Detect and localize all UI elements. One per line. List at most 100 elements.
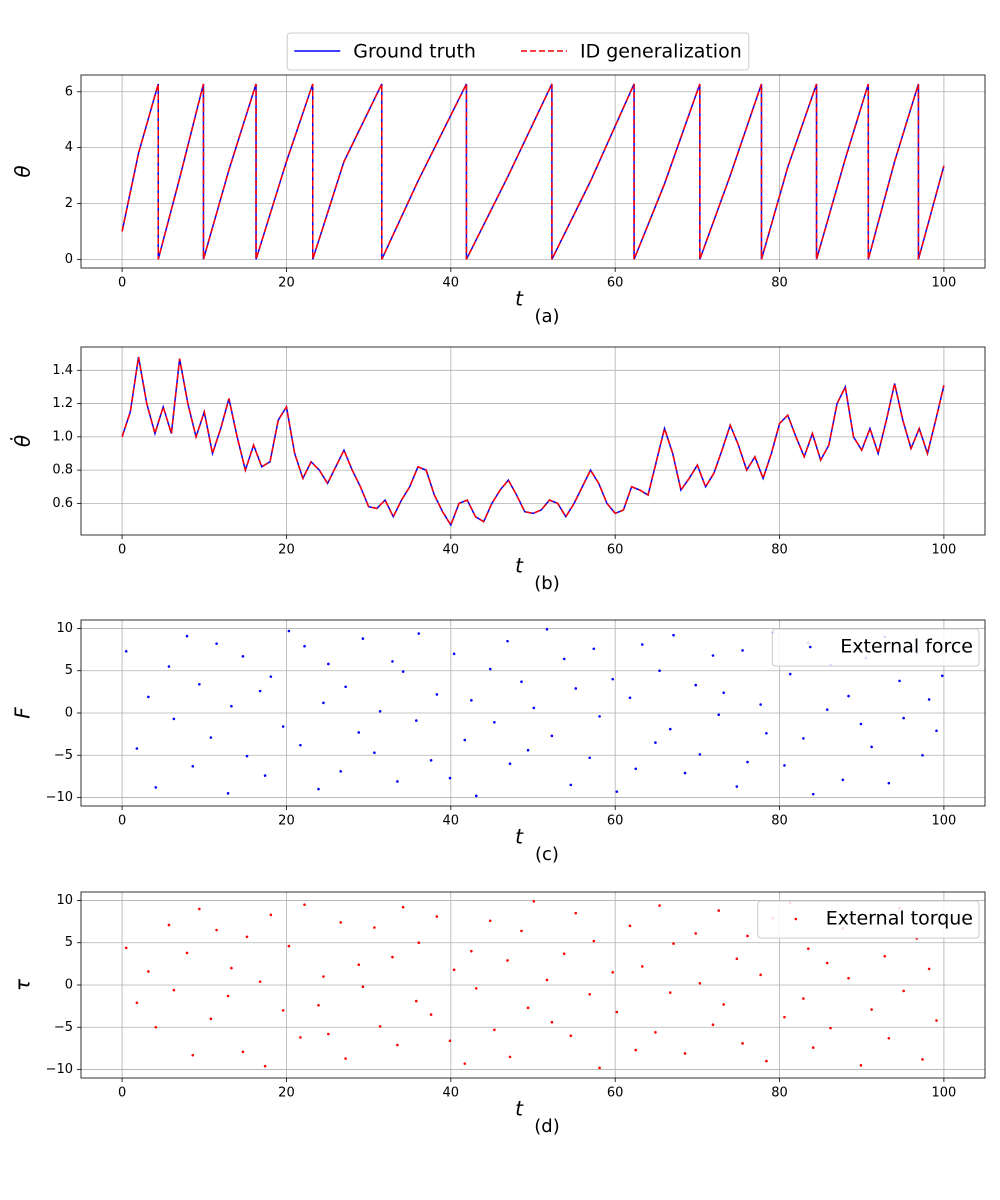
scatter-point bbox=[198, 682, 201, 686]
scatter-point bbox=[807, 947, 810, 950]
legend-label: ID generalization bbox=[580, 41, 742, 63]
y-axis-label: θ̇ bbox=[10, 435, 35, 447]
y-tick-label: −5 bbox=[54, 1020, 73, 1035]
scatter-point bbox=[245, 754, 249, 758]
scatter-point bbox=[506, 959, 509, 962]
scatter-point bbox=[452, 968, 456, 972]
scatter-point bbox=[361, 637, 365, 640]
scatter-point bbox=[759, 703, 762, 706]
scatter-point bbox=[902, 716, 905, 720]
x-tick-label: 40 bbox=[443, 1086, 460, 1101]
scatter-point bbox=[378, 1025, 382, 1028]
scatter-point bbox=[435, 693, 439, 696]
scatter-point bbox=[452, 652, 456, 656]
scatter-point bbox=[506, 639, 509, 643]
scatter-point bbox=[550, 734, 554, 738]
scatter-point bbox=[470, 699, 473, 702]
x-tick-label: 80 bbox=[771, 276, 788, 291]
y-tick-label: 5 bbox=[65, 935, 73, 950]
scatter-point bbox=[562, 952, 566, 956]
scatter-point bbox=[245, 935, 249, 939]
scatter-point bbox=[668, 991, 672, 994]
legend-box bbox=[757, 900, 980, 939]
scatter-point bbox=[921, 753, 924, 757]
scatter-point bbox=[391, 660, 394, 663]
scatter-point bbox=[147, 970, 150, 973]
x-tick-label: 80 bbox=[771, 814, 788, 829]
scatter-point bbox=[429, 759, 433, 762]
scatter-point bbox=[448, 776, 452, 780]
x-tick-label: 60 bbox=[607, 276, 624, 291]
scatter-point bbox=[488, 919, 492, 923]
scatter-point bbox=[847, 976, 850, 980]
scatter-point bbox=[339, 770, 342, 773]
scatter-point bbox=[783, 1015, 786, 1019]
scatter-point bbox=[373, 926, 376, 929]
scatter-point bbox=[802, 997, 805, 1000]
scatter-point bbox=[683, 771, 687, 775]
scatter-point bbox=[241, 1050, 245, 1054]
x-tick-label: 100 bbox=[931, 814, 956, 829]
scatter-point bbox=[811, 792, 815, 796]
scatter-point bbox=[658, 904, 661, 907]
scatter-point bbox=[788, 672, 792, 676]
y-tick-label: 0.8 bbox=[52, 463, 73, 478]
legend-label: External torque bbox=[826, 908, 973, 930]
scatter-point bbox=[722, 691, 725, 695]
scatter-point bbox=[598, 715, 601, 718]
scatter-point bbox=[898, 679, 901, 683]
scatter-point bbox=[474, 794, 478, 798]
scatter-point bbox=[672, 633, 675, 637]
x-tick-label: 100 bbox=[931, 276, 956, 291]
scatter-point bbox=[545, 978, 549, 982]
scatter-point bbox=[765, 1059, 768, 1063]
scatter-point bbox=[935, 729, 938, 733]
scatter-point bbox=[488, 667, 492, 671]
scatter-point bbox=[735, 785, 739, 788]
x-tick-label: 80 bbox=[771, 1086, 788, 1101]
y-tick-label: 1.4 bbox=[52, 363, 73, 378]
scatter-point bbox=[415, 999, 418, 1003]
x-tick-label: 20 bbox=[278, 814, 295, 829]
scatter-point bbox=[520, 929, 523, 933]
scatter-point bbox=[711, 1023, 715, 1027]
scatter-point bbox=[574, 687, 578, 690]
y-axis-label: τ bbox=[11, 978, 35, 991]
scatter-point bbox=[574, 911, 578, 915]
scatter-point bbox=[694, 683, 698, 687]
scatter-point bbox=[634, 1048, 638, 1052]
scatter-point bbox=[327, 1032, 330, 1036]
y-tick-label: 10 bbox=[56, 621, 73, 636]
scatter-point bbox=[927, 967, 931, 971]
scatter-point bbox=[135, 1001, 139, 1005]
scatter-point bbox=[859, 722, 863, 726]
scatter-point bbox=[717, 909, 721, 912]
y-tick-label: −10 bbox=[46, 1062, 73, 1077]
scatter-point bbox=[258, 980, 262, 983]
scatter-point bbox=[658, 669, 661, 673]
scatter-point bbox=[508, 1055, 512, 1059]
scatter-point bbox=[615, 790, 619, 793]
scatter-point bbox=[344, 685, 347, 689]
y-tick-label: 0.6 bbox=[52, 496, 73, 511]
scatter-point bbox=[185, 951, 189, 955]
scatter-point bbox=[344, 1057, 347, 1060]
y-tick-label: 5 bbox=[65, 663, 73, 678]
scatter-point bbox=[172, 717, 176, 721]
scatter-point bbox=[698, 982, 702, 985]
scatter-point bbox=[887, 781, 891, 785]
x-tick-label: 20 bbox=[278, 543, 295, 558]
x-tick-label: 20 bbox=[278, 276, 295, 291]
scatter-point bbox=[735, 957, 739, 961]
y-tick-label: 6 bbox=[65, 84, 73, 99]
scatter-point bbox=[317, 787, 320, 791]
scatter-point bbox=[825, 961, 829, 965]
scatter-point bbox=[287, 629, 291, 633]
scatter-point bbox=[263, 774, 267, 777]
scatter-point bbox=[683, 1052, 687, 1055]
scatter-point bbox=[759, 973, 762, 977]
scatter-point bbox=[654, 741, 657, 744]
scatter-point bbox=[508, 762, 512, 766]
scatter-point bbox=[415, 719, 418, 722]
scatter-point bbox=[940, 674, 944, 678]
